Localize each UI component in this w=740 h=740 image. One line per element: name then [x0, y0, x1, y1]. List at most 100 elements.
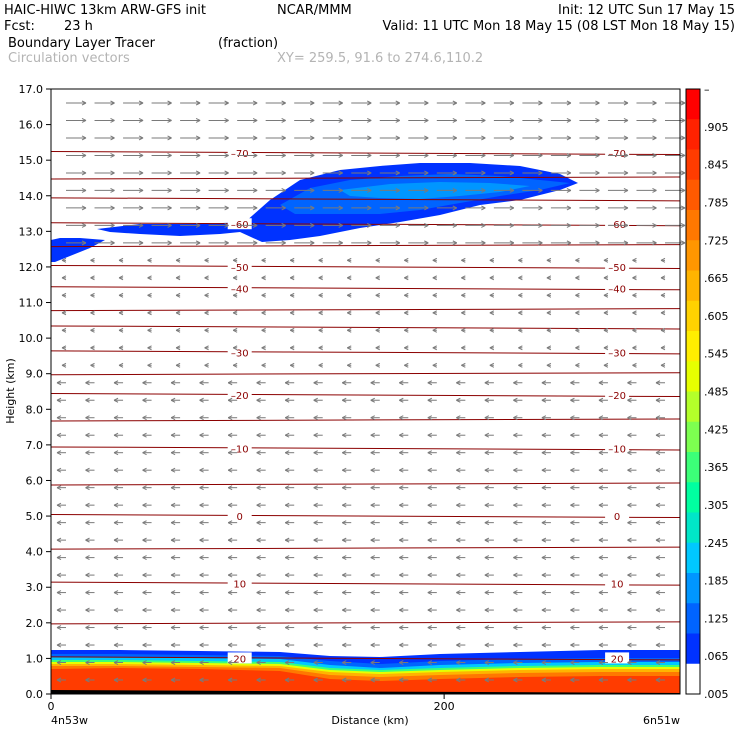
- y-tick-label: 17.0: [19, 83, 44, 96]
- x-end-label: 6n51w: [643, 714, 680, 727]
- y-tick-label: 0.0: [26, 688, 44, 701]
- colorbar-label: .845: [704, 159, 729, 172]
- xy-range: XY= 259.5, 91.6 to 274.6,110.2: [277, 51, 483, 66]
- colorbar-swatch: [686, 573, 700, 604]
- colorbar-label: .665: [704, 272, 729, 285]
- fcst-value: 23 h: [64, 19, 93, 34]
- colorbar-swatch: [686, 633, 700, 665]
- temperature-contour: [50, 514, 681, 519]
- colorbar-label: .605: [704, 310, 729, 323]
- colorbar-label: .785: [704, 196, 729, 209]
- plot-area: –70 –70–60 –60–50 –50–40 –40–30 –30–20 –20–10–…: [50, 88, 686, 695]
- y-tick-label: 11.0: [19, 297, 44, 310]
- colorbar: – .905 .845 .785 .725 .665 .605 .545 .485 .425 .36…: [685, 83, 729, 701]
- contour-label: 10: [611, 580, 624, 591]
- field-name: Boundary Layer Tracer: [8, 36, 156, 51]
- y-tick-label: 9.0: [26, 368, 44, 381]
- y-tick-label: 2.0: [26, 617, 44, 630]
- contour-label: –50: [231, 263, 249, 274]
- colorbar-swatch: [686, 391, 700, 423]
- contour-label: –30: [608, 348, 626, 359]
- y-tick-label: 16.0: [19, 119, 44, 132]
- colorbar-label: .005: [704, 688, 729, 701]
- temperature-contours: –70 –70–60 –60–50 –50–40 –40–30 –30–20 –20–10–…: [50, 147, 681, 665]
- colorbar-label: .365: [704, 461, 729, 474]
- colorbar-label: .185: [704, 575, 729, 588]
- colorbar-swatch: [686, 179, 700, 211]
- colorbar-swatch: [686, 603, 700, 634]
- y-tick-label: 1.0: [26, 652, 44, 665]
- x-tick-label: 200: [434, 700, 455, 713]
- temperature-contour: [50, 222, 681, 227]
- colorbar-swatch: [686, 421, 700, 453]
- y-tick-label: 13.0: [19, 225, 44, 238]
- temperature-contour: [50, 656, 681, 661]
- temperature-contour: [50, 197, 681, 202]
- temperature-contour: [50, 546, 681, 550]
- y-tick-label: 4.0: [26, 546, 44, 559]
- temperature-contour: [50, 393, 681, 398]
- colorbar-swatch: [686, 663, 700, 695]
- x-start-label: 4n53w: [51, 714, 88, 727]
- temperature-contour: [50, 151, 681, 156]
- colorbar-label: .425: [704, 423, 729, 436]
- temperature-contour: [50, 325, 681, 330]
- tracer-fill: [51, 163, 680, 694]
- temperature-contour: [50, 308, 681, 312]
- colorbar-swatch: [686, 512, 700, 544]
- temperature-contour: [50, 372, 681, 376]
- colorbar-label: .725: [704, 234, 729, 247]
- colorbar-label: .065: [704, 650, 729, 663]
- contour-label: –30: [231, 348, 249, 359]
- field-units: (fraction): [218, 36, 278, 51]
- temperature-contour: [50, 418, 681, 422]
- colorbar-swatch: [686, 270, 700, 302]
- contour-label: 10: [233, 580, 246, 591]
- contour-label: 20: [233, 654, 246, 665]
- contour-label: 0: [237, 512, 243, 523]
- y-axis-label: Height (km): [4, 358, 17, 424]
- temperature-contour: [50, 350, 681, 355]
- contour-label: 0: [614, 512, 620, 523]
- fcst-label: Fcst:: [4, 19, 35, 34]
- contour-label: –50: [608, 263, 626, 274]
- temperature-contour: [50, 176, 681, 180]
- temperature-contour: [50, 244, 681, 248]
- colorbar-swatch: [686, 89, 700, 120]
- init-time: Init: 12 UTC Sun 17 May 15: [558, 3, 735, 18]
- center-label: NCAR/MMM: [277, 3, 352, 18]
- temperature-contour: [50, 482, 681, 486]
- contour-label: –40: [231, 284, 249, 295]
- plot-frame: [50, 88, 681, 695]
- colorbar-label: –: [704, 83, 710, 96]
- y-tick-label: 7.0: [26, 439, 44, 452]
- y-tick-label: 8.0: [26, 403, 44, 416]
- colorbar-swatch: [686, 542, 700, 574]
- colorbar-label: .545: [704, 348, 729, 361]
- contour-label: –70: [231, 149, 249, 160]
- circulation-vectors: [56, 100, 686, 683]
- colorbar-swatch: [686, 119, 700, 150]
- colorbar-swatch: [686, 210, 700, 241]
- temperature-contour: [50, 621, 681, 625]
- colorbar-label: .305: [704, 499, 729, 512]
- temperature-contour: [50, 581, 681, 586]
- colorbar-swatch: [686, 361, 700, 392]
- colorbar-swatch: [686, 331, 700, 362]
- y-tick-label: 3.0: [26, 581, 44, 594]
- y-tick-label: 10.0: [19, 332, 44, 345]
- y-tick-label: 14.0: [19, 190, 44, 203]
- valid-time: Valid: 11 UTC Mon 18 May 15 (08 LST Mon …: [383, 19, 735, 34]
- contour-label: 20: [611, 654, 624, 665]
- y-axis: 0.0 1.0 2.0 3.0 4.0 5.0 6.0 7.0 8.0 9.0 10.0 11.0 12…: [19, 83, 51, 701]
- temperature-contour: [50, 264, 681, 269]
- y-tick-label: 12.0: [19, 261, 44, 274]
- y-tick-label: 15.0: [19, 154, 44, 167]
- x-axis: 0 200: [48, 694, 455, 713]
- contour-label: –10: [608, 444, 626, 455]
- colorbar-swatch: [686, 300, 700, 332]
- temperature-contour: [50, 446, 681, 451]
- vectors-label: Circulation vectors: [8, 51, 130, 66]
